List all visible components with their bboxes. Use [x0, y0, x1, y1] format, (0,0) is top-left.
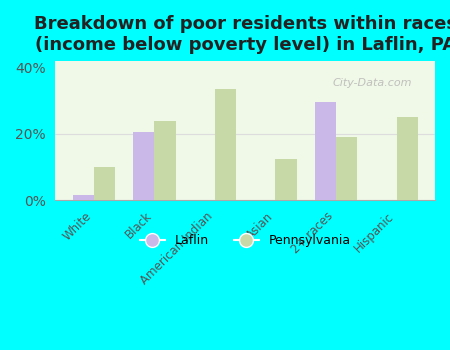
- Bar: [215, 89, 236, 200]
- Bar: [275, 159, 297, 200]
- Bar: [133, 132, 154, 200]
- Title: Breakdown of poor residents within races
(income below poverty level) in Laflin,: Breakdown of poor residents within races…: [34, 15, 450, 54]
- Bar: [94, 167, 115, 200]
- Legend: Laflin, Pennsylvania: Laflin, Pennsylvania: [135, 229, 356, 252]
- Bar: [336, 137, 357, 200]
- Bar: [154, 120, 176, 200]
- Bar: [315, 102, 336, 200]
- Bar: [396, 117, 418, 200]
- Bar: [72, 195, 94, 200]
- Text: City-Data.com: City-Data.com: [333, 78, 412, 88]
